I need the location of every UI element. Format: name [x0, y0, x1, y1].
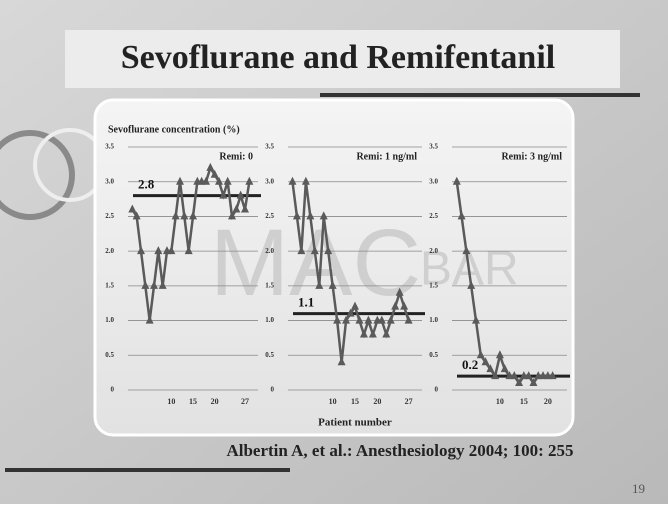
y-tick-label: 0.5 [105, 351, 114, 359]
x-tick-label: 15 [520, 397, 528, 406]
slide-title: Sevoflurane and Remifentanil [121, 39, 555, 76]
y-tick-label: 0 [435, 386, 439, 394]
y-tick-label: 3.0 [105, 177, 114, 185]
x-tick-label: 27 [405, 397, 413, 406]
mean-label: 0.2 [462, 357, 478, 372]
y-tick-label: 2.0 [265, 247, 274, 255]
y-tick-label: 2.5 [105, 212, 114, 220]
chart-subtitle: Remi: 0 [219, 151, 253, 162]
x-tick-label: 15 [351, 397, 359, 406]
x-tick-label: 20 [373, 397, 381, 406]
x-axis-label: Patient number [318, 417, 392, 429]
page: Sevoflurane and Remifentanil MAC BAR Alb… [0, 0, 668, 504]
y-tick-label: 1.5 [265, 281, 274, 289]
mean-label: 1.1 [298, 295, 314, 310]
y-tick-label: 1.5 [429, 281, 438, 289]
x-tick-label: 20 [544, 397, 552, 406]
y-tick-label: 1.0 [105, 316, 114, 324]
chart-subtitle: Remi: 1 ng/ml [356, 151, 417, 162]
y-tick-label: 0.5 [265, 351, 274, 359]
y-tick-label: 0 [111, 386, 115, 394]
x-tick-label: 10 [496, 397, 504, 406]
y-tick-label: 3.5 [105, 143, 114, 151]
x-tick-label: 10 [167, 397, 175, 406]
y-axis-label: Sevoflurane concentration (%) [108, 124, 240, 135]
citation: Albertin A, et al.: Anesthesiology 2004;… [226, 441, 573, 460]
chart-subtitle: Remi: 3 ng/ml [501, 151, 562, 162]
y-tick-label: 1.0 [429, 316, 438, 324]
y-tick-label: 3.0 [265, 177, 274, 185]
page-number: 19 [632, 481, 645, 496]
y-tick-label: 1.5 [105, 281, 114, 289]
slide: Sevoflurane and Remifentanil MAC BAR Alb… [0, 0, 668, 504]
y-tick-label: 0 [271, 386, 275, 394]
y-tick-label: 1.0 [265, 316, 274, 324]
y-tick-label: 2.0 [105, 247, 114, 255]
y-tick-label: 3.5 [265, 143, 274, 151]
x-tick-label: 10 [329, 397, 337, 406]
y-tick-label: 2.5 [429, 212, 438, 220]
x-tick-label: 27 [241, 397, 249, 406]
y-tick-label: 2.5 [265, 212, 274, 220]
y-tick-label: 2.0 [429, 247, 438, 255]
x-tick-label: 15 [189, 397, 197, 406]
mean-label: 2.8 [138, 177, 155, 192]
y-tick-label: 0.5 [429, 351, 438, 359]
y-tick-label: 3.5 [429, 143, 438, 151]
x-tick-label: 20 [211, 397, 219, 406]
y-tick-label: 3.0 [429, 177, 438, 185]
